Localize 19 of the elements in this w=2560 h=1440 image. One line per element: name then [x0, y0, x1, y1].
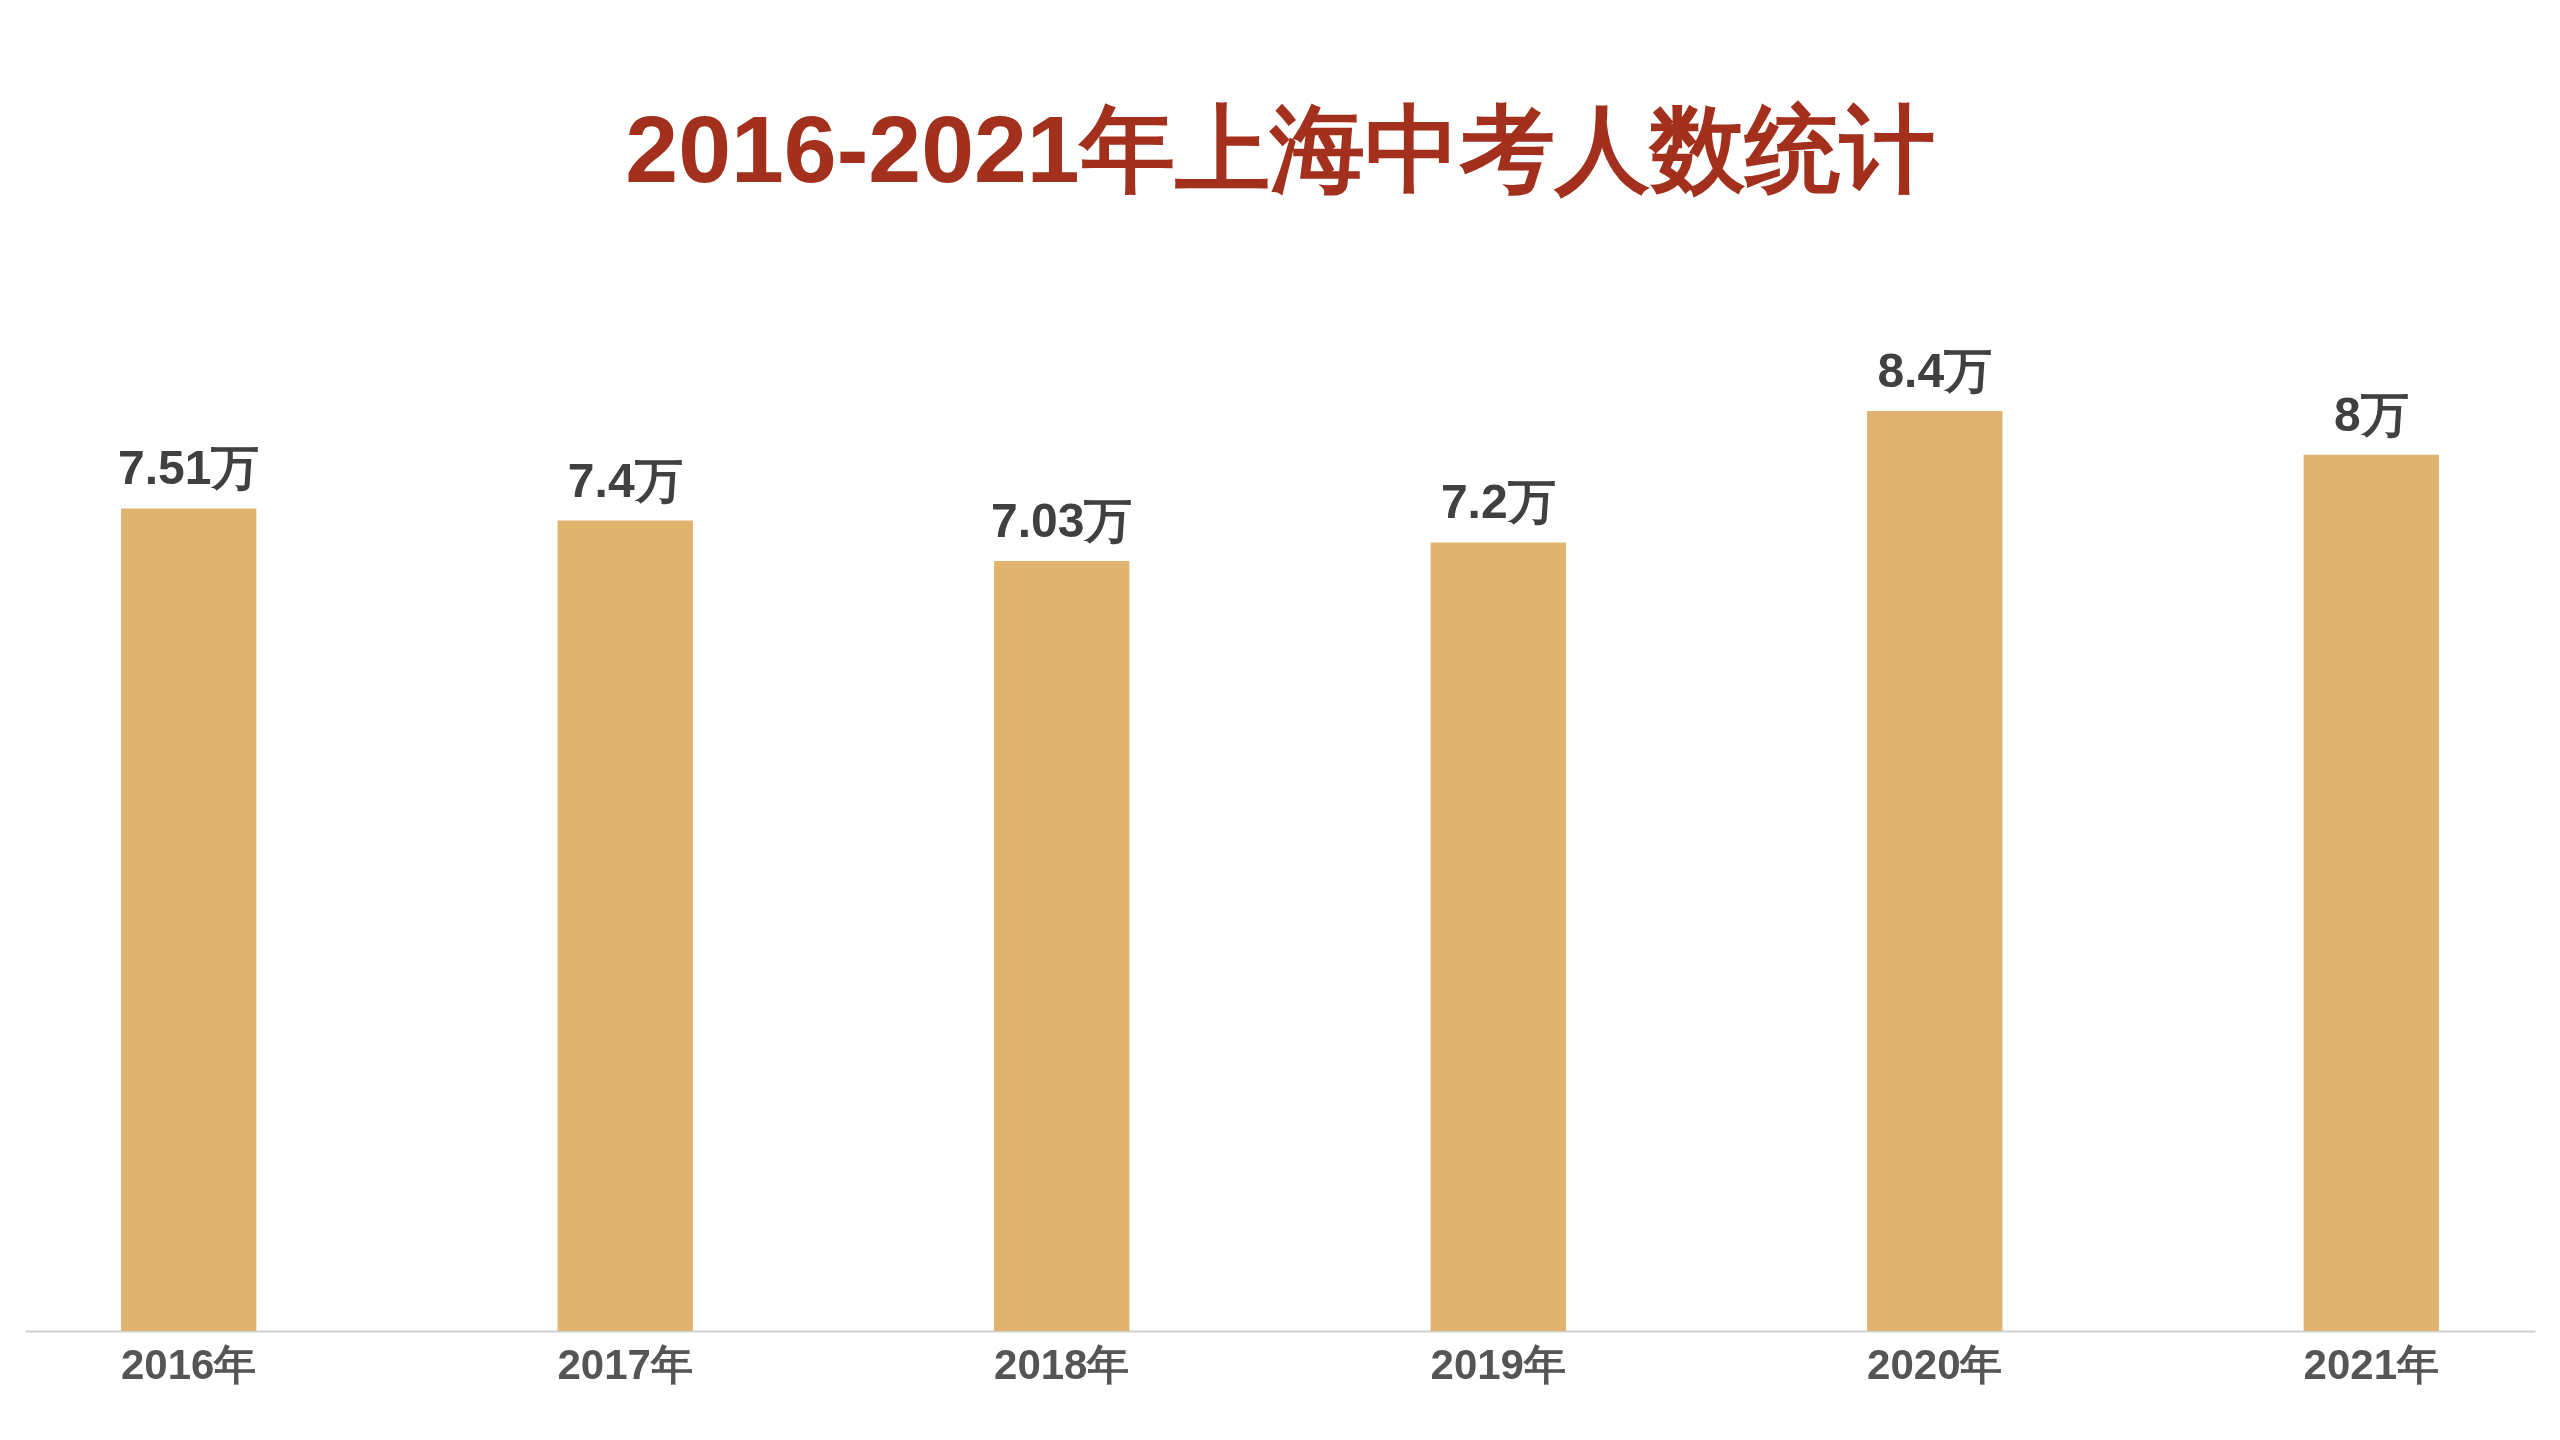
- x-tick-label: 2016年: [120, 1340, 257, 1388]
- data-label: 7.03万: [991, 494, 1133, 548]
- data-label: 7.4万: [567, 453, 683, 507]
- x-tick-label: 2017年: [557, 1340, 693, 1388]
- chart-title: 2016-2021年上海中考人数统计: [625, 96, 1935, 202]
- data-label: 8.4万: [1877, 344, 1993, 397]
- bar: [994, 561, 1130, 1331]
- bar: [121, 508, 257, 1331]
- x-tick-label: 2020年: [1867, 1340, 2003, 1388]
- x-tick-label: 2021年: [2303, 1340, 2440, 1388]
- bar: [2303, 454, 2439, 1331]
- x-tick-label: 2019年: [1430, 1340, 1566, 1388]
- x-tick-label: 2018年: [994, 1340, 1130, 1388]
- bar: [1867, 411, 2003, 1331]
- bar: [557, 520, 693, 1331]
- data-label: 7.2万: [1440, 475, 1556, 529]
- bar: [1430, 542, 1566, 1331]
- data-label: 7.51万: [117, 441, 260, 495]
- data-label: 8万: [2333, 387, 2409, 441]
